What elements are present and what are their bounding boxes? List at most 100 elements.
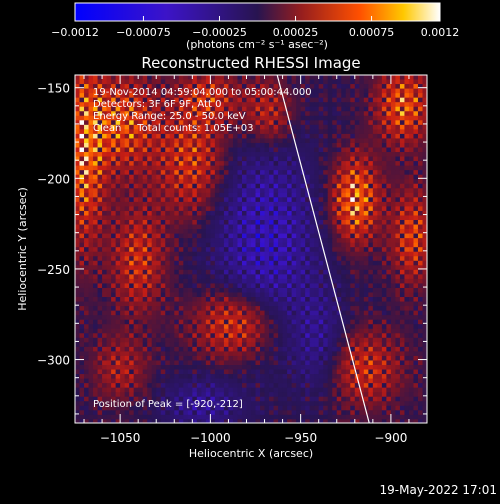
heatmap-cell <box>364 143 369 148</box>
heatmap-cell <box>409 188 414 193</box>
heatmap-cell <box>237 175 242 180</box>
heatmap-cell <box>201 143 206 148</box>
heatmap-cell <box>332 279 337 284</box>
heatmap-cell <box>418 211 423 216</box>
heatmap-cell <box>296 329 301 334</box>
heatmap-cell <box>256 184 261 189</box>
heatmap-cell <box>197 188 202 193</box>
heatmap-cell <box>350 120 355 125</box>
heatmap-cell <box>373 256 378 261</box>
heatmap-cell <box>129 234 134 239</box>
heatmap-cell <box>111 324 116 329</box>
heatmap-cell <box>125 225 130 230</box>
heatmap-cell <box>400 220 405 225</box>
heatmap-cell <box>332 170 337 175</box>
heatmap-cell <box>219 215 224 220</box>
heatmap-cell <box>355 283 360 288</box>
heatmap-cell <box>143 302 148 307</box>
heatmap-cell <box>215 243 220 248</box>
heatmap-cell <box>206 157 211 162</box>
heatmap-cell <box>323 157 328 162</box>
heatmap-cell <box>310 247 315 252</box>
heatmap-cell <box>301 75 306 80</box>
heatmap-cell <box>386 179 391 184</box>
heatmap-cell <box>328 129 333 134</box>
heatmap-cell <box>269 143 274 148</box>
heatmap-cell <box>377 270 382 275</box>
heatmap-cell <box>404 89 409 94</box>
heatmap-cell <box>161 157 166 162</box>
heatmap-cell <box>165 297 170 302</box>
heatmap-cell <box>192 270 197 275</box>
heatmap-cell <box>382 229 387 234</box>
heatmap-cell <box>174 351 179 356</box>
heatmap-cell <box>201 206 206 211</box>
heatmap-cell <box>350 261 355 266</box>
heatmap-cell <box>305 211 310 216</box>
heatmap-cell <box>111 274 116 279</box>
heatmap-cell <box>413 75 418 80</box>
heatmap-cell <box>125 211 130 216</box>
heatmap-cell <box>197 152 202 157</box>
heatmap-cell <box>409 297 414 302</box>
heatmap-cell <box>382 157 387 162</box>
heatmap-cell <box>188 206 193 211</box>
heatmap-cell <box>377 143 382 148</box>
heatmap-cell <box>228 338 233 343</box>
heatmap-cell <box>373 238 378 243</box>
heatmap-cell <box>224 288 229 293</box>
heatmap-cell <box>251 220 256 225</box>
heatmap-cell <box>116 338 121 343</box>
heatmap-cell <box>418 333 423 338</box>
heatmap-cell <box>341 229 346 234</box>
heatmap-cell <box>125 143 130 148</box>
heatmap-cell <box>197 238 202 243</box>
heatmap-cell <box>413 252 418 257</box>
heatmap-cell <box>84 315 89 320</box>
heatmap-cell <box>219 288 224 293</box>
heatmap-cell <box>368 125 373 130</box>
heatmap-cell <box>265 188 270 193</box>
heatmap-cell <box>201 175 206 180</box>
heatmap-cell <box>256 324 261 329</box>
heatmap-cell <box>409 288 414 293</box>
heatmap-cell <box>206 297 211 302</box>
heatmap-cell <box>292 75 297 80</box>
heatmap-cell <box>296 170 301 175</box>
heatmap-cell <box>274 320 279 325</box>
heatmap-cell <box>373 148 378 153</box>
heatmap-cell <box>256 270 261 275</box>
heatmap-cell <box>179 229 184 234</box>
heatmap-cell <box>350 279 355 284</box>
heatmap-cell <box>152 311 157 316</box>
heatmap-cell <box>296 342 301 347</box>
heatmap-cell <box>120 215 125 220</box>
heatmap-cell <box>373 338 378 343</box>
heatmap-cell <box>215 311 220 316</box>
heatmap-cell <box>107 297 112 302</box>
heatmap-cell <box>350 193 355 198</box>
heatmap-cell <box>156 148 161 153</box>
heatmap-cell <box>170 229 175 234</box>
heatmap-cell <box>427 211 432 216</box>
heatmap-cell <box>183 234 188 239</box>
heatmap-cell <box>377 84 382 89</box>
heatmap-cell <box>269 184 274 189</box>
heatmap-cell <box>350 161 355 166</box>
heatmap-cell <box>373 161 378 166</box>
heatmap-cell <box>373 247 378 252</box>
heatmap-cell <box>116 283 121 288</box>
heatmap-cell <box>400 111 405 116</box>
heatmap-cell <box>80 98 85 103</box>
heatmap-cell <box>346 197 351 202</box>
heatmap-cell <box>260 329 265 334</box>
heatmap-cell <box>102 351 107 356</box>
heatmap-cell <box>107 161 112 166</box>
heatmap-cell <box>301 220 306 225</box>
heatmap-cell <box>373 215 378 220</box>
heatmap-cell <box>346 161 351 166</box>
heatmap-cell <box>89 220 94 225</box>
heatmap-cell <box>355 166 360 171</box>
heatmap-cell <box>125 324 130 329</box>
heatmap-cell <box>400 166 405 171</box>
